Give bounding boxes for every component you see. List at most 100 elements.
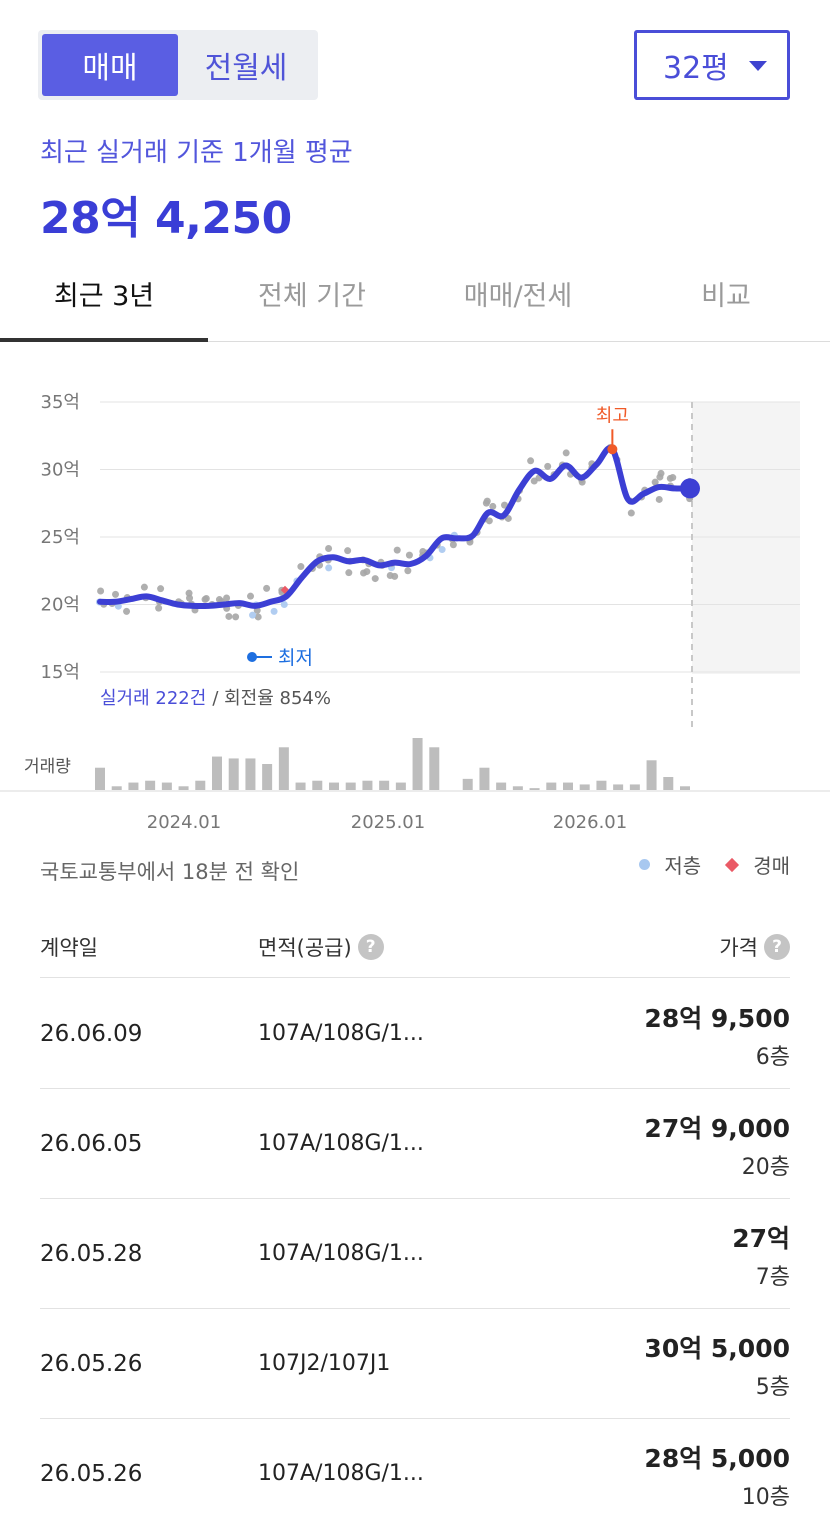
- transaction-point: [489, 502, 497, 510]
- row-date: 26.05.26: [40, 1461, 143, 1487]
- volume-bar: [379, 780, 390, 790]
- active-tab-indicator: [0, 338, 208, 342]
- volume-bar: [546, 782, 557, 790]
- table-row[interactable]: 26.06.09 107A/108G/1... 28억 9,500 6층: [40, 979, 790, 1089]
- table-header: 계약일 면적(공급)? 가격?: [40, 918, 790, 978]
- price-trend-line: [97, 445, 693, 610]
- transaction-point: [386, 572, 394, 580]
- help-icon[interactable]: ?: [764, 934, 790, 960]
- y-tick-label: 25억: [41, 527, 80, 548]
- header-price-label: 가격: [719, 936, 758, 960]
- y-tick-label: 35억: [41, 392, 80, 413]
- data-source-note: 국토교통부에서 18분 전 확인: [40, 860, 300, 884]
- volume-bar: [629, 784, 640, 790]
- tab-recent-3y[interactable]: 최근 3년: [53, 280, 155, 312]
- volume-bar: [512, 786, 523, 790]
- header-price: 가격?: [719, 932, 790, 962]
- x-tick-label: 2024.01: [147, 812, 221, 833]
- table-row[interactable]: 26.05.28 107A/108G/1... 27억 7층: [40, 1199, 790, 1309]
- auction-legend-label: 경매: [753, 854, 790, 878]
- high-label: 최고: [596, 405, 629, 426]
- transaction-point: [363, 568, 371, 576]
- y-tick-label: 20억: [41, 595, 80, 616]
- transaction-point: [201, 595, 209, 603]
- row-price: 27억: [732, 1224, 790, 1253]
- transaction-point: [404, 567, 412, 575]
- table-row[interactable]: 26.05.26 107A/108G/1... 28억 5,000 10층: [40, 1419, 790, 1529]
- row-area: 107J2/107J1: [258, 1351, 391, 1376]
- transaction-point: [232, 613, 240, 621]
- volume-bar: [178, 786, 189, 790]
- volume-bar: [412, 738, 423, 790]
- x-tick-label: 2026.01: [553, 812, 627, 833]
- row-area: 107A/108G/1...: [258, 1241, 424, 1266]
- tab-all-period[interactable]: 전체 기간: [258, 280, 366, 312]
- tab-compare[interactable]: 비교: [701, 280, 751, 312]
- volume-bar: [245, 758, 256, 790]
- transaction-point: [627, 509, 635, 517]
- transaction-point: [657, 469, 665, 477]
- transaction-point: [270, 607, 278, 615]
- row-floor: 5층: [755, 1375, 790, 1400]
- help-icon[interactable]: ?: [357, 934, 384, 960]
- transaction-point: [223, 594, 231, 602]
- x-tick-label: 2025.01: [351, 812, 425, 833]
- transaction-point: [249, 611, 257, 619]
- average-price: 28억 4,250: [40, 193, 292, 244]
- stats-count: 실거래 222건 / 회전율 854%: [100, 688, 331, 709]
- row-floor: 20층: [741, 1155, 790, 1180]
- rent-toggle-button[interactable]: 전월세: [204, 51, 288, 86]
- transaction-point: [501, 501, 509, 509]
- transaction-point: [482, 499, 490, 507]
- transaction-point: [527, 457, 535, 465]
- volume-bar: [262, 764, 273, 790]
- volume-bar: [395, 782, 406, 790]
- volume-bar: [128, 782, 139, 790]
- high-annotation: 최고: [596, 405, 629, 455]
- row-price: 30억 5,000: [644, 1334, 790, 1363]
- transaction-point: [155, 604, 163, 612]
- table-row[interactable]: 26.05.26 107J2/107J1 30억 5,000 5층: [40, 1309, 790, 1419]
- transaction-point: [225, 612, 233, 620]
- volume-bar: [195, 780, 206, 790]
- transaction-point: [247, 592, 255, 600]
- volume-bar: [329, 782, 339, 790]
- transaction-point: [669, 474, 677, 482]
- volume-bar: [111, 786, 122, 790]
- volume-bar: [362, 780, 373, 790]
- row-price: 28억 5,000: [644, 1444, 790, 1473]
- volume-bar: [596, 780, 607, 790]
- volume-label: 거래량: [24, 757, 71, 777]
- volume-bar: [462, 778, 473, 790]
- volume-bars: [95, 738, 690, 790]
- transaction-point: [438, 546, 446, 554]
- transaction-point: [123, 607, 131, 615]
- volume-bar: [429, 747, 440, 790]
- caret-down-icon: [749, 61, 767, 71]
- volume-bar: [579, 784, 590, 790]
- low-annotation: 최저: [247, 647, 313, 669]
- transaction-point: [263, 584, 271, 592]
- volume-bar: [496, 782, 507, 790]
- row-date: 26.05.26: [40, 1351, 143, 1377]
- tab-sale-jeonse[interactable]: 매매/전세: [463, 280, 573, 312]
- transaction-point: [254, 613, 262, 621]
- volume-bar: [278, 747, 289, 790]
- price-chart[interactable]: 35억 30억 25억 20억 15억 최고 최저 실거래 222건 / 회전율 854%…: [0, 380, 830, 840]
- current-price-marker[interactable]: [680, 478, 700, 499]
- row-date: 26.06.05: [40, 1131, 143, 1157]
- transaction-point: [393, 546, 401, 554]
- transaction-point: [544, 462, 552, 470]
- transaction-point: [97, 587, 105, 595]
- period-tabs: 최근 3년 전체 기간 매매/전세 비교: [0, 262, 830, 342]
- volume-bar: [563, 782, 573, 790]
- transaction-point: [325, 564, 333, 572]
- volume-bar: [479, 767, 490, 790]
- low-floor-legend-dot: [639, 859, 651, 870]
- table-row[interactable]: 26.06.05 107A/108G/1... 27억 9,000 20층: [40, 1089, 790, 1199]
- transaction-point: [655, 495, 663, 503]
- size-select[interactable]: 32평: [634, 30, 790, 100]
- sale-toggle-button[interactable]: 매매: [42, 34, 178, 96]
- transaction-point: [485, 517, 493, 525]
- transaction-point: [449, 541, 457, 549]
